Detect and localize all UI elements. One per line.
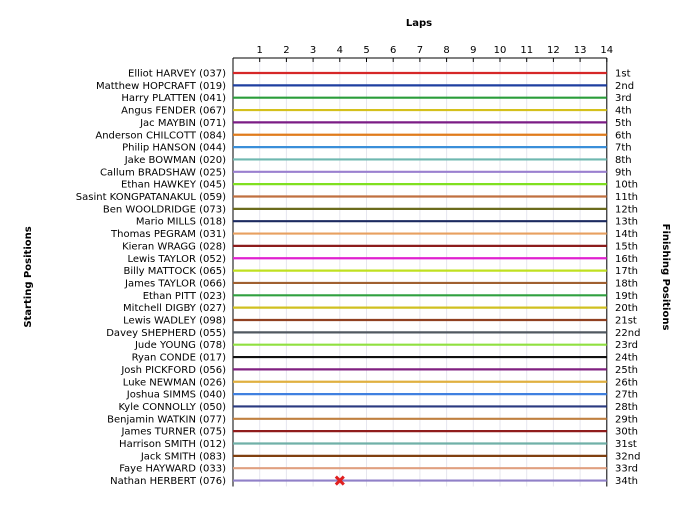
starting-position-label: Harrison SMITH (012)	[119, 439, 226, 450]
finishing-position-label: 32nd	[615, 451, 640, 462]
starting-position-label: Kieran WRAGG (028)	[122, 241, 226, 252]
finishing-position-label: 3rd	[615, 93, 632, 104]
lap-tick-label: 11	[520, 45, 533, 56]
lap-tick-label: 5	[363, 45, 369, 56]
finishing-position-label: 23rd	[615, 340, 638, 351]
starting-position-label: Matthew HOPCRAFT (019)	[96, 81, 226, 92]
finishing-position-label: 16th	[615, 254, 638, 265]
finishing-position-label: 9th	[615, 167, 632, 178]
finishing-position-label: 29th	[615, 414, 638, 425]
left-axis-title: Starting Positions	[23, 226, 34, 327]
finishing-position-label: 27th	[615, 390, 638, 401]
starting-position-label: Mitchell DIGBY (027)	[123, 303, 226, 314]
finishing-position-label: 34th	[615, 476, 638, 487]
finishing-position-label: 25th	[615, 365, 638, 376]
finishing-position-label: 15th	[615, 241, 638, 252]
lap-tick-label: 13	[574, 45, 587, 56]
finishing-position-label: 26th	[615, 377, 638, 388]
starting-position-label: Harry PLATTEN (041)	[121, 93, 226, 104]
lap-tick-label: 1	[257, 45, 263, 56]
starting-position-label: Ben WOOLDRIDGE (073)	[103, 204, 226, 215]
starting-position-label: Ryan CONDE (017)	[132, 353, 226, 364]
finishing-position-label: 6th	[615, 130, 632, 141]
starting-position-label: Thomas PEGRAM (031)	[110, 229, 226, 240]
starting-position-label: Lewis WADLEY (098)	[123, 316, 226, 327]
finishing-position-label: 13th	[615, 217, 638, 228]
starting-position-label: Mario MILLS (018)	[136, 217, 226, 228]
finishing-position-label: 5th	[615, 118, 632, 129]
lap-tick-label: 6	[390, 45, 396, 56]
lap-tick-label: 9	[470, 45, 476, 56]
lap-tick-labels: 1 2 3 4 5 6 7 8 9 10 11 12 13 14	[257, 45, 613, 62]
lap-tick-label: 8	[443, 45, 449, 56]
starting-position-label: Lewis TAYLOR (052)	[127, 254, 226, 265]
series-layer	[232, 71, 607, 482]
finishing-position-label: 20th	[615, 303, 638, 314]
starting-position-label: Jac MAYBIN (071)	[139, 118, 226, 129]
lap-tick-label: 10	[494, 45, 507, 56]
finishing-position-label: 22nd	[615, 328, 640, 339]
starting-position-label: Luke NEWMAN (026)	[123, 377, 226, 388]
starting-position-label: Josh PICKFORD (056)	[120, 365, 226, 376]
lap-tick-label: 4	[337, 45, 343, 56]
finishing-position-label: 21st	[615, 316, 637, 327]
finishing-position-label: 30th	[615, 427, 638, 438]
starting-position-label: Faye HAYWARD (033)	[119, 464, 226, 475]
markers-layer	[334, 475, 345, 486]
finishing-position-label: 8th	[615, 155, 632, 166]
finishing-position-label: 33rd	[615, 464, 638, 475]
finishing-position-label: 24th	[615, 353, 638, 364]
finishing-position-label: 7th	[615, 143, 632, 154]
starting-position-label: Callum BRADSHAW (025)	[100, 167, 226, 178]
finishing-position-label: 31st	[615, 439, 637, 450]
starting-position-label: Ethan HAWKEY (045)	[121, 180, 226, 191]
lap-tick-label: 12	[547, 45, 560, 56]
starting-position-label: Angus FENDER (067)	[121, 106, 226, 117]
finishing-position-label: 4th	[615, 106, 632, 117]
lap-tick-label: 3	[310, 45, 316, 56]
starting-position-label: James TAYLOR (066)	[124, 278, 226, 289]
lap-tick-label: 7	[417, 45, 423, 56]
starting-position-label: Jack SMITH (083)	[140, 451, 226, 462]
finishing-position-label: 17th	[615, 266, 638, 277]
starting-position-label: Jake BOWMAN (020)	[124, 155, 226, 166]
starting-position-label: Billy MATTOCK (065)	[123, 266, 226, 277]
finishing-position-label: 28th	[615, 402, 638, 413]
finishing-position-label: 10th	[615, 180, 638, 191]
starting-position-label: Anderson CHILCOTT (084)	[95, 130, 226, 141]
finishing-position-label: 12th	[615, 204, 638, 215]
finishing-position-label: 14th	[615, 229, 638, 240]
starting-position-label: Nathan HERBERT (076)	[110, 476, 226, 487]
starting-position-label: Jude YOUNG (078)	[134, 340, 226, 351]
starting-position-label: Elliot HARVEY (037)	[128, 69, 226, 80]
starting-position-label: Philip HANSON (044)	[122, 143, 226, 154]
finishing-position-label: 2nd	[615, 81, 634, 92]
starting-position-label: James TURNER (075)	[120, 427, 226, 438]
lap-tick-label: 2	[283, 45, 289, 56]
lap-tick-label: 14	[600, 45, 613, 56]
finishing-position-label: 1st	[615, 69, 631, 80]
finishing-position-label: 11th	[615, 192, 638, 203]
starting-position-label: Ethan PITT (023)	[143, 291, 226, 302]
retirement-marker	[334, 475, 345, 486]
right-axis-title: Finishing Positions	[660, 224, 671, 331]
starting-position-label: Davey SHEPHERD (055)	[106, 328, 226, 339]
x-axis-title: Laps	[406, 18, 432, 29]
starting-position-label: Kyle CONNOLLY (050)	[118, 402, 226, 413]
starting-position-labels: Elliot HARVEY (037)Matthew HOPCRAFT (019…	[76, 69, 226, 488]
finishing-position-label: 18th	[615, 278, 638, 289]
finishing-position-label: 19th	[615, 291, 638, 302]
starting-position-label: Benjamin WATKIN (077)	[107, 414, 226, 425]
starting-position-label: Joshua SIMMS (040)	[126, 390, 226, 401]
starting-position-label: Sasint KONGPATANAKUL (059)	[76, 192, 226, 203]
